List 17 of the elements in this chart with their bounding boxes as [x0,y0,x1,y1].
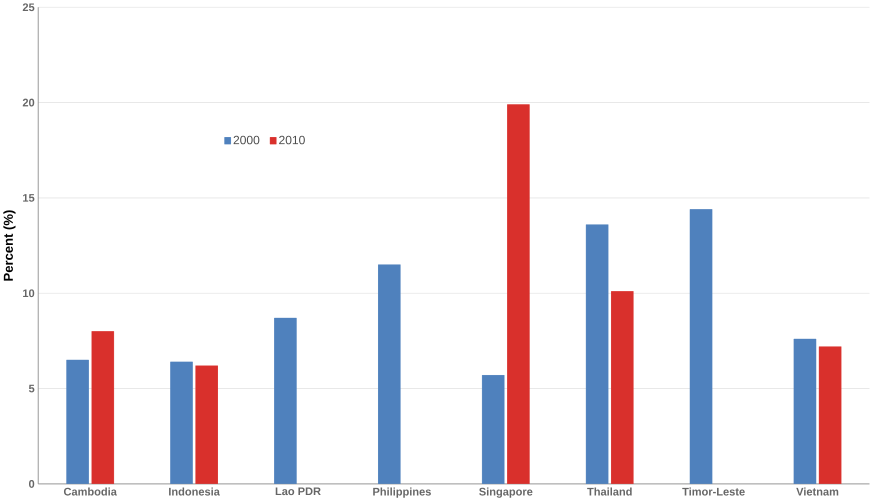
legend-label: 2010 [279,136,305,144]
x-tick-label: Philippines [373,487,431,498]
y-tick-label: 20 [22,98,34,106]
x-tick-label: Cambodia [64,487,117,496]
y-tick-label: 25 [22,3,34,12]
y-tick-label: 5 [28,384,34,392]
x-tick-label: Vietnam [796,487,838,496]
x-tick-label: Timor-Leste [682,487,745,496]
y-axis-title: Percent (%) [3,210,16,281]
y-tick-label: 15 [23,194,34,202]
legend-label: 2000 [234,136,260,144]
y-tick-label: 10 [23,289,34,298]
x-tick-label: Lao PDR [276,487,321,496]
x-tick-label: Singapore [479,487,532,498]
y-tick-label: 0 [28,480,34,488]
x-tick-label: Thailand [587,487,632,496]
x-tick-label: Indonesia [169,487,220,496]
